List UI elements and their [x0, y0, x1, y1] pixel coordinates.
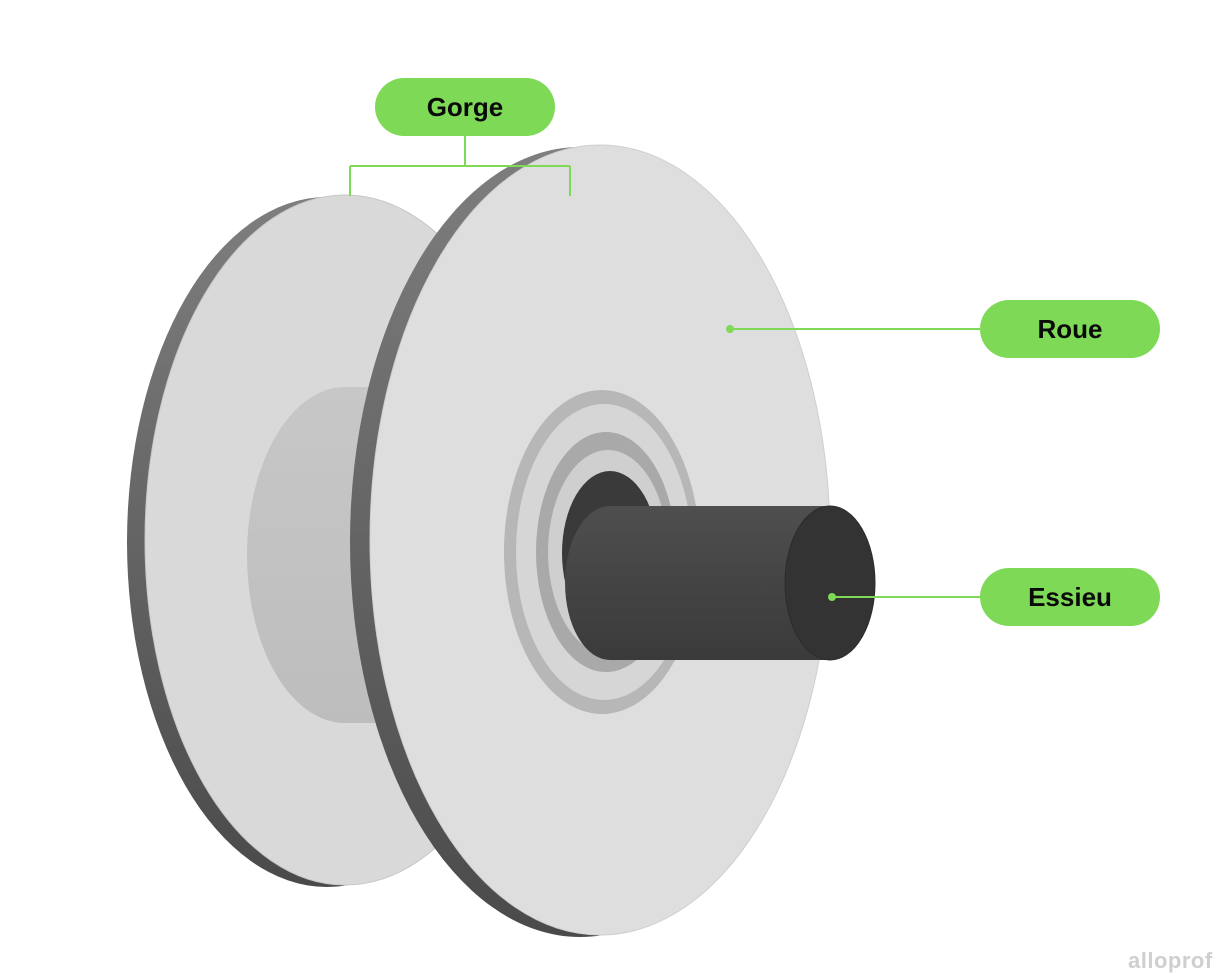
pulley-diagram-svg: [0, 0, 1230, 980]
label-essieu: Essieu: [980, 568, 1160, 626]
label-roue: Roue: [980, 300, 1160, 358]
label-gorge: Gorge: [375, 78, 555, 136]
diagram-stage: Gorge Roue Essieu alloprof: [0, 0, 1230, 980]
watermark: alloprof: [1128, 948, 1213, 974]
